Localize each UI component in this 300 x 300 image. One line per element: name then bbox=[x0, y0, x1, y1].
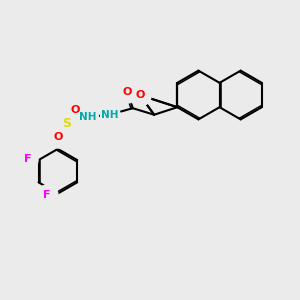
Text: NH: NH bbox=[101, 110, 118, 120]
Text: F: F bbox=[23, 154, 31, 164]
Text: O: O bbox=[123, 87, 132, 97]
Text: O: O bbox=[54, 132, 63, 142]
Text: O: O bbox=[135, 90, 145, 100]
Text: F: F bbox=[43, 190, 50, 200]
Text: NH: NH bbox=[80, 112, 97, 122]
Text: O: O bbox=[70, 105, 80, 115]
Text: S: S bbox=[62, 117, 71, 130]
